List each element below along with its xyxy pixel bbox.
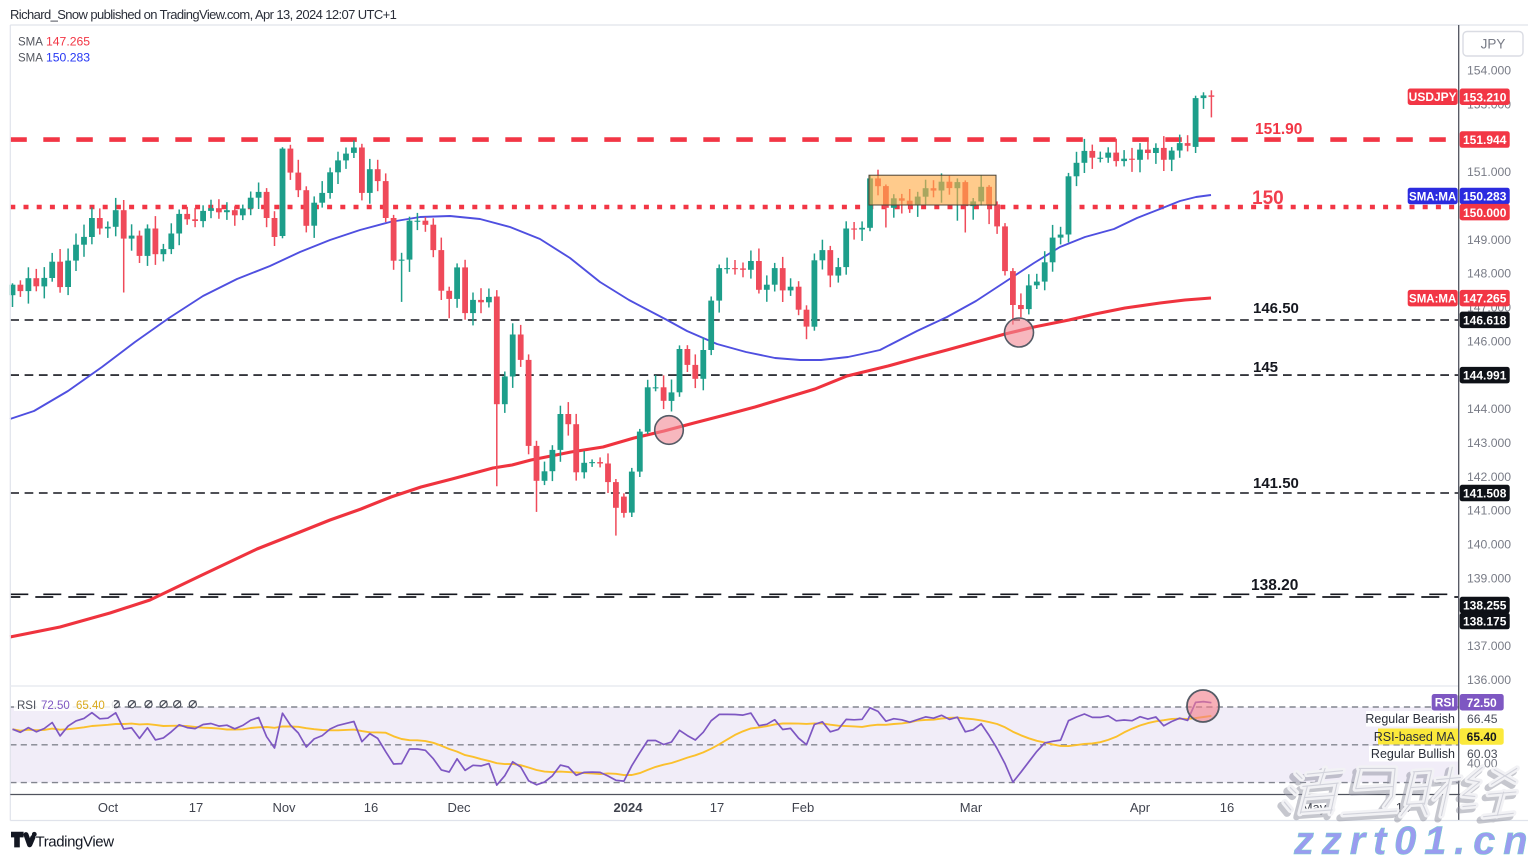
svg-text:65.40: 65.40 [1467,730,1497,744]
svg-text:147.265: 147.265 [1463,292,1507,306]
svg-text:TradingView: TradingView [36,834,115,851]
svg-text:146.000: 146.000 [1467,334,1511,348]
svg-text:141.000: 141.000 [1467,504,1511,518]
svg-text:SMA:MA: SMA:MA [1409,191,1456,203]
svg-text:RSI-based MA: RSI-based MA [1374,730,1456,744]
svg-text:150: 150 [1252,188,1284,209]
svg-text:2024: 2024 [614,800,644,815]
svg-text:139.000: 139.000 [1467,571,1511,585]
svg-text:Dec: Dec [447,800,471,815]
svg-text:146.618: 146.618 [1463,314,1507,328]
svg-text:143.000: 143.000 [1467,436,1511,450]
svg-text:138.20: 138.20 [1251,577,1298,594]
svg-text:Regular Bearish: Regular Bearish [1365,712,1455,726]
svg-text:40.00: 40.00 [1467,757,1498,771]
svg-text:17: 17 [710,800,724,815]
svg-text:142.000: 142.000 [1467,470,1511,484]
svg-text:138.175: 138.175 [1463,615,1507,629]
svg-text:Richard_Snow published on Trad: Richard_Snow published on TradingView.co… [10,7,397,22]
svg-text:150.283: 150.283 [1463,190,1507,204]
svg-text:Oct: Oct [98,800,119,815]
svg-text:USDJPY: USDJPY [1409,90,1457,104]
svg-text:136.000: 136.000 [1467,673,1511,687]
svg-text:149.000: 149.000 [1467,233,1511,247]
svg-text:JPY: JPY [1481,37,1506,52]
svg-text:Apr: Apr [1130,800,1151,815]
svg-text:65.40: 65.40 [76,700,105,712]
svg-text:150.000: 150.000 [1463,206,1507,220]
svg-text:146.50: 146.50 [1253,300,1299,317]
svg-text:141.50: 141.50 [1253,475,1299,492]
svg-text:72.50: 72.50 [1467,696,1497,710]
svg-text:141.508: 141.508 [1463,487,1507,501]
svg-text:150.283: 150.283 [46,51,90,65]
svg-text:SMA: SMA [18,37,43,49]
svg-text:17: 17 [189,800,203,815]
svg-text:137.000: 137.000 [1467,639,1511,653]
svg-text:SMA: SMA [18,53,43,65]
svg-text:zzrt01.cn: zzrt01.cn [1293,819,1529,857]
svg-text:151.944: 151.944 [1463,133,1507,147]
svg-text:RSI: RSI [17,700,36,712]
svg-text:148.000: 148.000 [1467,267,1511,281]
svg-text:16: 16 [1220,800,1234,815]
svg-text:147.265: 147.265 [46,35,90,49]
svg-text:138.255: 138.255 [1463,599,1507,613]
svg-text:140.000: 140.000 [1467,538,1511,552]
svg-text:153.210: 153.210 [1463,90,1507,104]
svg-text:144.991: 144.991 [1463,369,1507,383]
svg-text:Mar: Mar [960,800,983,815]
svg-text:Feb: Feb [792,800,814,815]
svg-text:60.03: 60.03 [1467,747,1498,761]
svg-text:66.45: 66.45 [1467,712,1498,726]
svg-text:154.000: 154.000 [1467,64,1511,78]
svg-text:SMA:MA: SMA:MA [1409,294,1456,306]
svg-text:16: 16 [364,800,378,815]
svg-text:RSI: RSI [1435,696,1455,710]
svg-text:144.000: 144.000 [1467,402,1511,416]
svg-text:Regular Bullish: Regular Bullish [1371,747,1455,761]
svg-text:72.50: 72.50 [41,700,70,712]
svg-text:151.000: 151.000 [1467,165,1511,179]
svg-text:151.90: 151.90 [1255,121,1302,138]
svg-text:145: 145 [1253,359,1278,376]
svg-text:Nov: Nov [272,800,296,815]
